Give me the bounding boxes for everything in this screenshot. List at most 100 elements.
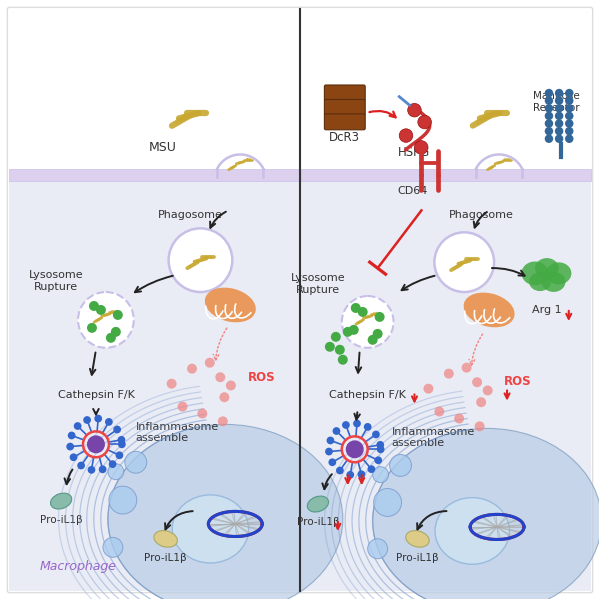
Text: Phagosome: Phagosome [449, 211, 514, 220]
Ellipse shape [50, 493, 72, 509]
Circle shape [331, 332, 341, 342]
Circle shape [205, 358, 215, 368]
Circle shape [342, 421, 350, 429]
Circle shape [113, 425, 121, 433]
FancyBboxPatch shape [7, 7, 593, 593]
Circle shape [389, 454, 412, 476]
Circle shape [483, 385, 493, 395]
Circle shape [372, 431, 380, 439]
Circle shape [407, 103, 421, 117]
Text: MSU: MSU [149, 141, 176, 154]
Circle shape [377, 445, 385, 453]
Circle shape [96, 305, 106, 315]
Ellipse shape [542, 272, 565, 292]
Text: Inflammasome
assemble: Inflammasome assemble [136, 422, 219, 443]
Circle shape [461, 362, 472, 373]
Text: Pro-iL1β: Pro-iL1β [145, 553, 187, 563]
Circle shape [78, 292, 134, 348]
Ellipse shape [154, 530, 178, 547]
Ellipse shape [108, 424, 343, 600]
Circle shape [106, 333, 116, 343]
Circle shape [545, 97, 553, 105]
Circle shape [373, 467, 389, 482]
Circle shape [336, 467, 344, 475]
Ellipse shape [373, 428, 600, 600]
Circle shape [109, 486, 137, 514]
Ellipse shape [307, 496, 329, 512]
Circle shape [169, 229, 232, 292]
Ellipse shape [406, 530, 429, 547]
Circle shape [545, 104, 553, 113]
Bar [301, 181, 590, 590]
Text: Lysosome
Rupture: Lysosome Rupture [29, 271, 83, 292]
Text: Phagosome: Phagosome [158, 211, 223, 220]
Text: Cathepsin F/K: Cathepsin F/K [329, 389, 406, 400]
Text: Pro-iL1β: Pro-iL1β [40, 515, 82, 525]
FancyBboxPatch shape [325, 85, 365, 101]
Circle shape [565, 97, 574, 105]
Circle shape [555, 112, 563, 120]
Circle shape [77, 461, 85, 469]
Circle shape [68, 431, 76, 439]
Circle shape [415, 140, 428, 154]
Circle shape [118, 436, 125, 444]
Circle shape [167, 379, 176, 389]
Circle shape [565, 127, 574, 136]
Text: CD64: CD64 [397, 185, 428, 196]
Circle shape [565, 134, 574, 143]
Circle shape [374, 312, 385, 322]
Text: ROS: ROS [504, 375, 532, 388]
Circle shape [364, 423, 371, 431]
FancyBboxPatch shape [325, 114, 365, 130]
Ellipse shape [205, 287, 256, 322]
Circle shape [116, 451, 123, 459]
Circle shape [83, 416, 91, 424]
Circle shape [332, 427, 340, 435]
Text: Lysosome
Rupture: Lysosome Rupture [290, 274, 345, 295]
Text: ROS: ROS [248, 371, 276, 384]
Circle shape [226, 380, 236, 391]
Circle shape [108, 464, 124, 479]
Circle shape [218, 416, 228, 427]
Text: Pro-iL1β: Pro-iL1β [396, 553, 439, 563]
Text: Inflammasome
assemble: Inflammasome assemble [392, 427, 475, 448]
Circle shape [99, 466, 107, 473]
Ellipse shape [172, 495, 248, 563]
Circle shape [358, 307, 368, 317]
Circle shape [328, 458, 336, 466]
Ellipse shape [535, 258, 559, 278]
Ellipse shape [464, 293, 515, 327]
Circle shape [374, 457, 382, 464]
Circle shape [545, 112, 553, 120]
Circle shape [475, 421, 485, 431]
Circle shape [338, 355, 348, 365]
Circle shape [187, 364, 197, 374]
Circle shape [105, 418, 113, 426]
Circle shape [476, 397, 486, 407]
Circle shape [434, 232, 494, 292]
Circle shape [545, 134, 553, 143]
Circle shape [565, 104, 574, 113]
Circle shape [358, 470, 365, 478]
Circle shape [555, 104, 563, 113]
Ellipse shape [529, 272, 551, 291]
Bar [301, 169, 590, 181]
Bar [10, 181, 300, 590]
Circle shape [88, 436, 104, 452]
Circle shape [74, 422, 82, 430]
Circle shape [376, 441, 384, 449]
Circle shape [118, 440, 126, 448]
Text: Pro-iL1β: Pro-iL1β [296, 517, 339, 527]
Circle shape [125, 451, 147, 473]
Circle shape [325, 342, 335, 352]
Circle shape [346, 471, 354, 479]
Circle shape [424, 383, 433, 394]
Text: Macrophage: Macrophage [39, 560, 116, 573]
Circle shape [103, 538, 123, 557]
Circle shape [555, 119, 563, 128]
Text: DcR3: DcR3 [329, 131, 360, 144]
Circle shape [66, 443, 74, 451]
Circle shape [111, 327, 121, 337]
Text: Arg 1: Arg 1 [532, 305, 562, 315]
Circle shape [178, 401, 188, 412]
